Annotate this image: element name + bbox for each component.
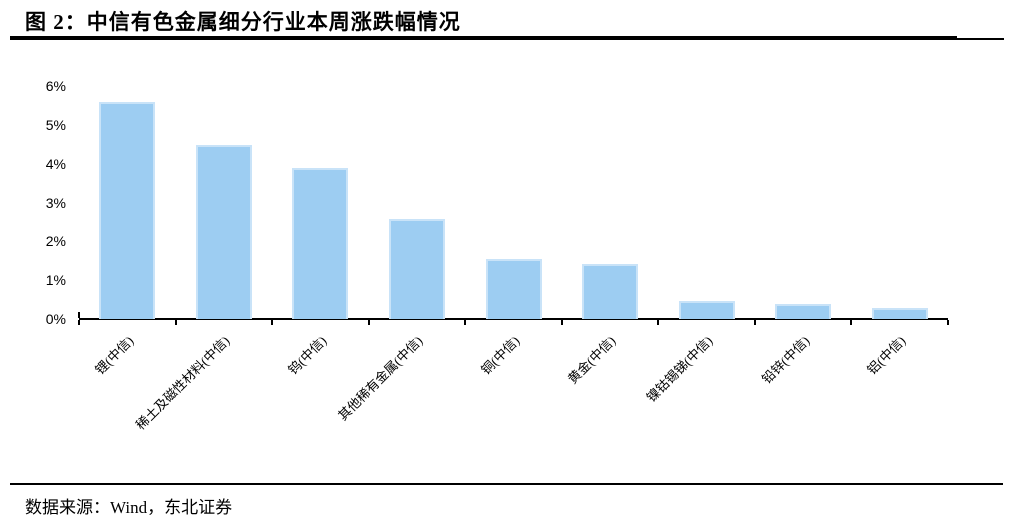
bar <box>292 168 348 319</box>
x-axis-label: 铜(中信) <box>477 333 523 378</box>
x-axis-tick <box>464 320 467 325</box>
y-axis-label: 4% <box>45 155 66 172</box>
bar <box>486 259 542 319</box>
x-axis-origin-tick <box>78 312 80 318</box>
x-axis-tick <box>174 320 177 325</box>
bar <box>582 264 638 319</box>
x-axis-tick <box>560 320 563 325</box>
x-axis-label: 铝(中信) <box>864 333 909 378</box>
bar <box>389 219 445 319</box>
x-axis-tick <box>271 320 274 325</box>
data-source-note: 数据来源：Wind，东北证券 <box>25 498 233 517</box>
title-underline-thick <box>10 36 957 40</box>
bar <box>679 301 735 319</box>
bar <box>775 304 831 319</box>
x-axis-tick <box>367 320 370 325</box>
y-axis-label: 2% <box>45 233 66 250</box>
x-axis-label: 黄金(中信) <box>565 333 619 387</box>
x-axis-tick <box>753 320 756 325</box>
x-axis-tick <box>78 320 80 325</box>
y-axis-label: 0% <box>45 311 66 327</box>
x-axis-label: 镍钴锡锑(中信) <box>643 333 716 406</box>
x-axis-label: 稀土及磁性材料(中信) <box>133 333 233 433</box>
footer-divider <box>10 483 1003 485</box>
x-axis-label: 钨(中信) <box>284 333 330 378</box>
x-axis-label: 锂(中信) <box>91 333 137 378</box>
y-axis-label: 3% <box>45 194 66 211</box>
bar <box>872 308 928 319</box>
x-axis-tick <box>657 320 660 325</box>
figure-title: 图 2：中信有色金属细分行业本周涨跌幅情况 <box>25 10 461 34</box>
bar <box>99 102 155 319</box>
x-axis-line <box>79 318 948 320</box>
x-axis-label: 其他稀有金属(中信) <box>335 333 426 424</box>
y-axis-label: 1% <box>45 272 66 289</box>
bar <box>196 145 252 319</box>
x-axis-label: 铅锌(中信) <box>758 333 812 387</box>
y-axis-label: 6% <box>45 78 66 95</box>
x-axis-tick <box>850 320 853 325</box>
y-axis-label: 5% <box>45 116 66 133</box>
x-axis-tick <box>947 320 949 325</box>
title-underline-thin <box>957 38 1004 40</box>
